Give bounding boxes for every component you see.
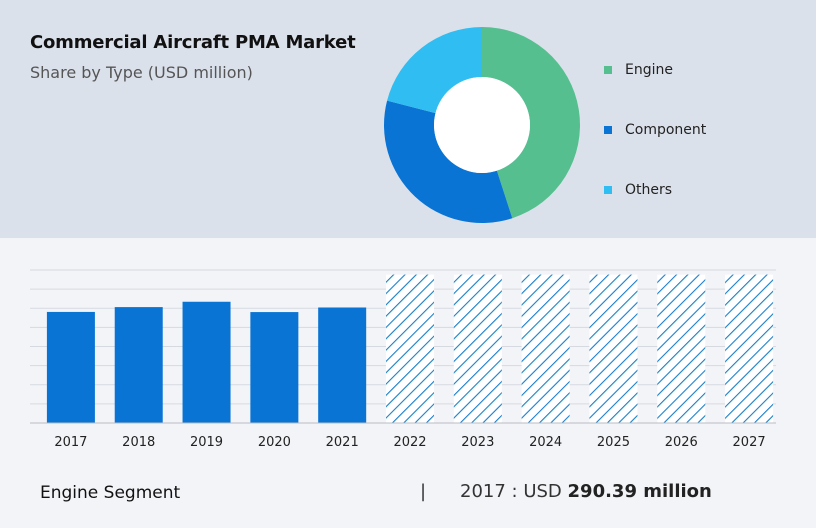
x-tick-label-2023: 2023	[461, 435, 494, 450]
donut-chart	[384, 27, 580, 223]
legend-label-others: Others	[625, 182, 673, 198]
segment-value: 2017 : USD 290.39 million	[460, 481, 712, 502]
donut-slice-component	[384, 100, 513, 223]
bar-chart: 2017 2018 2019 2020 2021 2022 2023 2024 2025 2026…	[30, 269, 776, 450]
chart-title: Commercial Aircraft PMA Market	[30, 32, 356, 53]
bar-2018	[114, 307, 163, 423]
x-tick-label-2026: 2026	[665, 435, 698, 450]
x-tick-label-2019: 2019	[190, 435, 223, 450]
x-tick-label-2024: 2024	[529, 435, 562, 450]
legend-label-component: Component	[625, 122, 707, 138]
x-tick-label-2025: 2025	[597, 435, 630, 450]
chart-subtitle: Share by Type (USD million)	[30, 63, 253, 82]
segment-year: 2017 : USD	[460, 481, 562, 502]
donut-slice-others	[387, 27, 482, 114]
x-tick-label-2020: 2020	[258, 435, 291, 450]
x-tick-label-2027: 2027	[733, 435, 766, 450]
forecast-bar-2025	[589, 274, 638, 423]
segment-label: Engine Segment	[40, 483, 181, 503]
x-tick-label-2018: 2018	[122, 435, 155, 450]
forecast-bar-2023	[453, 274, 502, 423]
legend-swatch-component	[604, 126, 612, 134]
forecast-bar-2026	[657, 274, 706, 423]
donut-hole	[434, 77, 530, 173]
donut-slice-engine	[482, 27, 580, 219]
legend-swatch-others	[604, 186, 612, 194]
bar-2017	[46, 311, 95, 423]
forecast-bar-2024	[521, 274, 570, 423]
forecast-bar-2027	[725, 274, 774, 423]
bar-2020	[250, 312, 299, 423]
legend-label-engine: Engine	[625, 62, 673, 78]
legend-swatch-engine	[604, 66, 612, 74]
x-tick-label-2022: 2022	[393, 435, 426, 450]
x-tick-label-2021: 2021	[326, 435, 359, 450]
footer-separator: |	[420, 481, 427, 502]
forecast-bar-2022	[386, 274, 434, 423]
segment-amount: 290.39 million	[567, 481, 712, 502]
bar-2019	[182, 301, 231, 423]
x-tick-label-2017: 2017	[54, 435, 87, 450]
bar-2021	[318, 307, 367, 423]
